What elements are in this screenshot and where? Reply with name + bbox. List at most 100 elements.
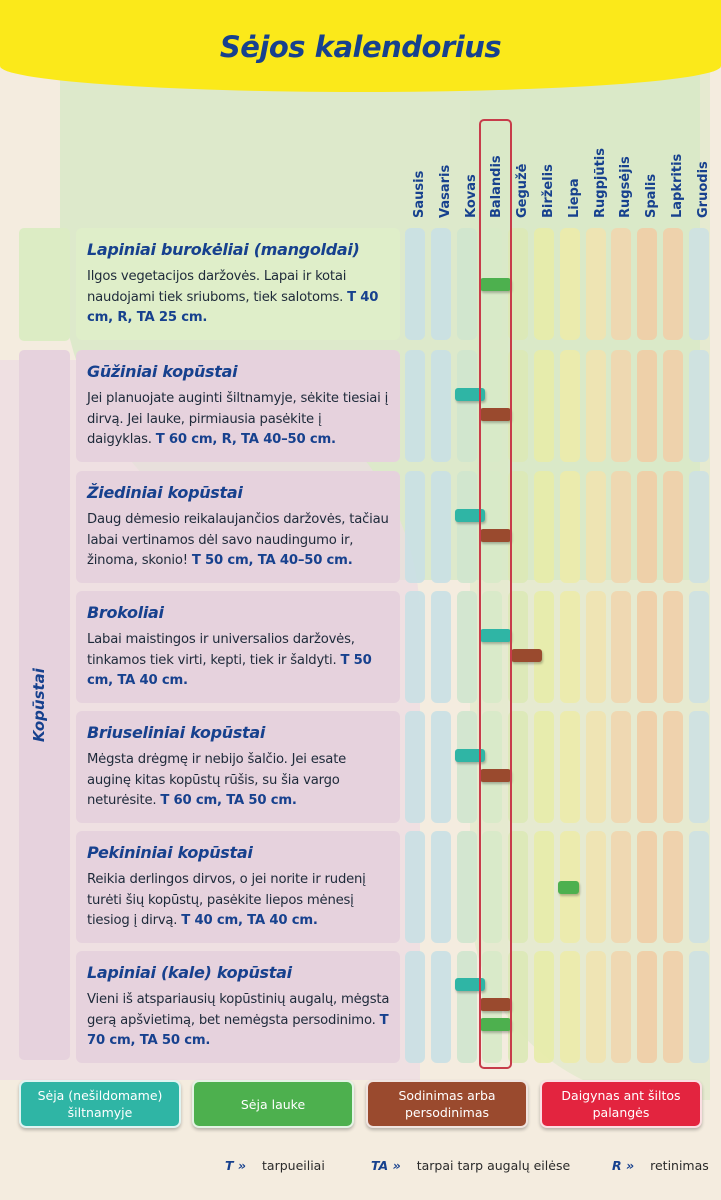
legend-item-siltnamyje: Sėja (nešildomame) šiltnamyje	[19, 1080, 181, 1128]
abbreviation-label: tarpueiliai	[262, 1158, 325, 1173]
month-cell-birzelis	[534, 228, 554, 340]
month-cell-balandis	[482, 591, 503, 703]
month-label-birzelis: Birželis	[538, 118, 562, 218]
crop-text: Daug dėmesio reikalaujančios daržovės, t…	[87, 512, 389, 568]
crop-name: Briuseliniai kopūstai	[87, 723, 266, 742]
month-label-gruodis: Gruodis	[693, 118, 717, 218]
month-cell-spalis	[637, 591, 658, 703]
legend-label: Daigynas ant šiltos palangės	[561, 1088, 681, 1120]
month-cell-geguze	[508, 831, 529, 943]
bar-siltnamyje	[454, 509, 485, 522]
month-cell-vasaris	[430, 350, 451, 462]
crop-name: Lapiniai burokėliai (mangoldai)	[87, 240, 360, 259]
month-cell-kovas	[456, 951, 477, 1063]
month-cell-sausis	[405, 711, 425, 823]
month-label-rugsejis: Rugsėjis	[615, 118, 639, 218]
month-cell-lapkritis	[663, 711, 683, 823]
month-cell-sausis	[405, 228, 425, 340]
crop-card-ziediniai-kopustai: Žiediniai kopūstai Daug dėmesio reikalauj…	[76, 471, 400, 583]
month-label-text: Sausis	[412, 170, 427, 218]
month-cell-liepa	[559, 591, 580, 703]
month-cell-balandis	[482, 831, 503, 943]
month-cell-rugpjutis	[585, 951, 606, 1063]
month-cell-vasaris	[430, 228, 451, 340]
month-cell-rugpjutis	[585, 831, 606, 943]
month-cell-rugpjutis	[585, 350, 606, 462]
month-cell-geguze	[508, 350, 529, 462]
month-cell-birzelis	[534, 350, 554, 462]
crop-name: Brokoliai	[87, 603, 164, 622]
month-cell-birzelis	[534, 591, 554, 703]
month-label-lapkritis: Lapkritis	[667, 118, 691, 218]
month-cell-kovas	[456, 471, 477, 583]
month-cell-geguze	[508, 711, 529, 823]
month-cell-lapkritis	[663, 228, 683, 340]
month-cell-sausis	[405, 350, 425, 462]
month-label-text: Spalis	[644, 173, 660, 218]
month-label-vasaris: Vasaris	[435, 118, 459, 218]
bar-sodinimas	[480, 998, 511, 1011]
month-cell-vasaris	[430, 591, 451, 703]
crop-text: Reikia derlingos dirvos, o jei norite ir…	[87, 872, 366, 928]
month-cell-spalis	[637, 831, 658, 943]
crop-description: Jei planuojate auginti šiltnamyje, sėkit…	[87, 389, 390, 451]
month-label-liepa: Liepa	[564, 118, 588, 218]
group-label: Kopūstai	[30, 668, 60, 742]
month-cell-liepa	[559, 951, 580, 1063]
month-cell-rugpjutis	[585, 471, 606, 583]
header-banner: Sėjos kalendorius	[0, 0, 721, 92]
bar-sodinimas	[480, 529, 511, 542]
crop-text: Jei planuojate auginti šiltnamyje, sėkit…	[87, 391, 389, 447]
month-cell-rugsejis	[611, 591, 632, 703]
bar-siltnamyje	[480, 629, 511, 642]
bar-sodinimas	[511, 649, 542, 662]
group-label-text: Kopūstai	[30, 668, 48, 742]
crop-spacing: T 40 cm, TA 40 cm.	[181, 913, 318, 928]
crop-spacing: T 40 cm, R, TA 25 cm.	[87, 289, 379, 326]
crop-name: Žiediniai kopūstai	[87, 483, 243, 502]
crop-text: Mėgsta drėgmę ir nebijo šalčio. Jei esat…	[87, 752, 347, 808]
month-label-text: Gegužė	[515, 163, 531, 218]
month-cell-rugpjutis	[585, 591, 606, 703]
month-cell-kovas	[456, 711, 477, 823]
abbreviation-key: TA »	[371, 1158, 401, 1173]
bar-sodinimas	[480, 769, 511, 782]
month-cell-liepa	[559, 711, 580, 823]
month-cell-spalis	[637, 350, 658, 462]
month-label-sausis: Sausis	[409, 118, 433, 218]
month-cell-balandis	[482, 711, 503, 823]
month-cell-sausis	[405, 591, 425, 703]
crop-spacing: T 60 cm, TA 50 cm.	[160, 793, 297, 808]
crop-spacing: T 60 cm, R, TA 40–50 cm.	[155, 432, 336, 447]
legend-label: Sėja lauke	[240, 1096, 306, 1112]
bar-siltnamyje	[454, 749, 485, 762]
month-cell-lapkritis	[663, 831, 683, 943]
month-cell-birzelis	[534, 951, 554, 1063]
month-cell-geguze	[508, 951, 529, 1063]
crop-spacing: T 70 cm, TA 50 cm.	[87, 1012, 389, 1049]
crop-name: Pekininiai kopūstai	[87, 843, 253, 862]
abbreviation-label: retinimas	[650, 1158, 709, 1173]
crop-description: Reikia derlingos dirvos, o jei norite ir…	[87, 870, 390, 932]
month-cell-gruodis	[688, 471, 709, 583]
legend-item-sodinimas: Sodinimas arba persodinimas	[366, 1080, 528, 1128]
crop-text: Labai maistingos ir universalios daržovė…	[87, 632, 355, 668]
abbreviation-key: T »	[225, 1158, 247, 1173]
crop-spacing: T 50 cm, TA 40 cm.	[87, 652, 372, 689]
month-cell-vasaris	[430, 471, 451, 583]
legend-item-lauke: Sėja lauke	[192, 1080, 354, 1128]
month-cell-geguze	[508, 591, 529, 703]
month-label-text: Liepa	[566, 178, 582, 218]
month-cell-birzelis	[534, 471, 554, 583]
month-cell-rugsejis	[611, 711, 632, 823]
abbreviation-item: R » retinimas	[612, 1158, 709, 1173]
abbreviation-item: TA » tarpai tarp augalų eilėse	[371, 1158, 570, 1173]
month-cell-rugpjutis	[585, 711, 606, 823]
crop-name: Lapiniai (kale) kopūstai	[87, 963, 292, 982]
month-cell-spalis	[637, 228, 658, 340]
bar-siltnamyje	[454, 978, 485, 991]
month-label-spalis: Spalis	[641, 118, 665, 218]
month-cell-birzelis	[534, 711, 554, 823]
legend-item-daigynas: Daigynas ant šiltos palangės	[540, 1080, 702, 1128]
month-cell-gruodis	[688, 711, 709, 823]
